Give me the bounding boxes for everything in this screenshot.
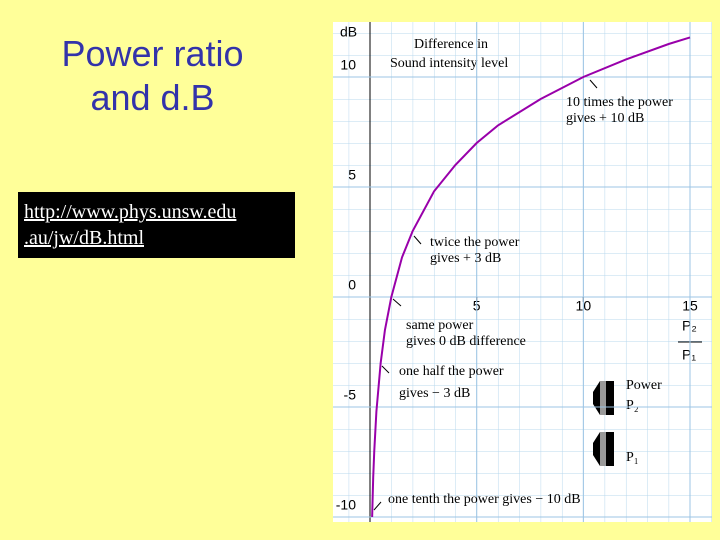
y-tick-label: 0 xyxy=(348,277,356,293)
chart-title: Sound intensity level xyxy=(390,56,508,71)
link-box: http://www.phys.unsw.edu .au/jw/dB.html xyxy=(18,192,295,258)
curve xyxy=(371,36,691,518)
y-tick-label: 10 xyxy=(340,57,356,73)
annotation: one half the power xyxy=(399,364,504,379)
title-line: and d.B xyxy=(90,77,215,118)
minor-grid xyxy=(333,22,712,522)
speaker-label: P₁ xyxy=(626,450,639,465)
y-tick-label: 5 xyxy=(348,167,356,183)
slide-title: Power ratio and d.B xyxy=(0,32,305,120)
annotation: 10 times the power xyxy=(566,95,673,110)
annotation: gives 0 dB difference xyxy=(406,334,526,349)
speaker-label: Power xyxy=(626,378,662,393)
title-line: Power ratio xyxy=(61,33,244,74)
speaker-label: P₂ xyxy=(626,398,639,413)
y-tick-label: -10 xyxy=(336,497,356,513)
y-tick-label: -5 xyxy=(344,387,357,403)
annotation: gives + 10 dB xyxy=(566,111,644,126)
link-text[interactable]: http://www.phys.unsw.edu xyxy=(24,201,237,223)
x-axis-label: P₂ xyxy=(682,318,697,334)
annotation: gives − 3 dB xyxy=(399,386,470,401)
chart-title: Difference in xyxy=(414,37,488,52)
link-text[interactable]: .au/jw/dB.html xyxy=(24,227,144,249)
annotation: same power xyxy=(406,318,474,333)
annotation-leaders xyxy=(373,79,598,511)
y-axis-label: dB xyxy=(340,24,357,40)
annotation: twice the power xyxy=(430,235,520,250)
annotation: gives + 3 dB xyxy=(430,251,501,266)
x-axis-label: P₁ xyxy=(682,347,696,363)
annotation: one tenth the power gives − 10 dB xyxy=(388,492,581,507)
speaker-bottom xyxy=(593,432,614,466)
